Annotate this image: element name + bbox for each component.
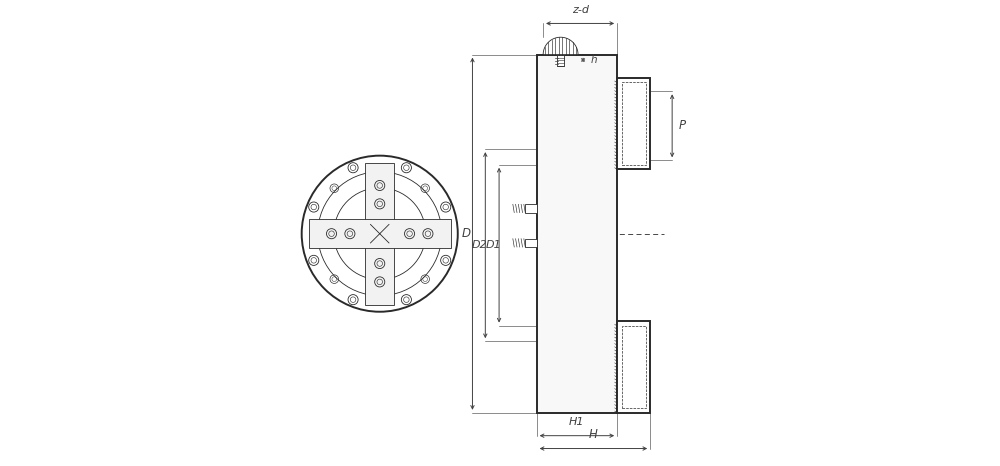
Bar xyxy=(525,204,537,212)
Polygon shape xyxy=(543,37,578,55)
Text: D2: D2 xyxy=(471,240,487,250)
Bar xyxy=(557,55,564,66)
Bar xyxy=(622,82,646,165)
Bar xyxy=(525,239,537,247)
Bar xyxy=(365,163,394,305)
Text: D1: D1 xyxy=(485,240,501,250)
Text: D: D xyxy=(462,227,471,240)
Text: H1: H1 xyxy=(569,418,585,427)
Bar xyxy=(617,78,650,170)
Text: P: P xyxy=(679,119,686,132)
Bar xyxy=(622,326,646,408)
Text: H: H xyxy=(589,428,598,441)
Text: z-d: z-d xyxy=(572,5,589,15)
Bar xyxy=(309,219,451,248)
Bar xyxy=(537,55,617,413)
Text: h: h xyxy=(590,55,597,65)
Bar xyxy=(617,321,650,413)
